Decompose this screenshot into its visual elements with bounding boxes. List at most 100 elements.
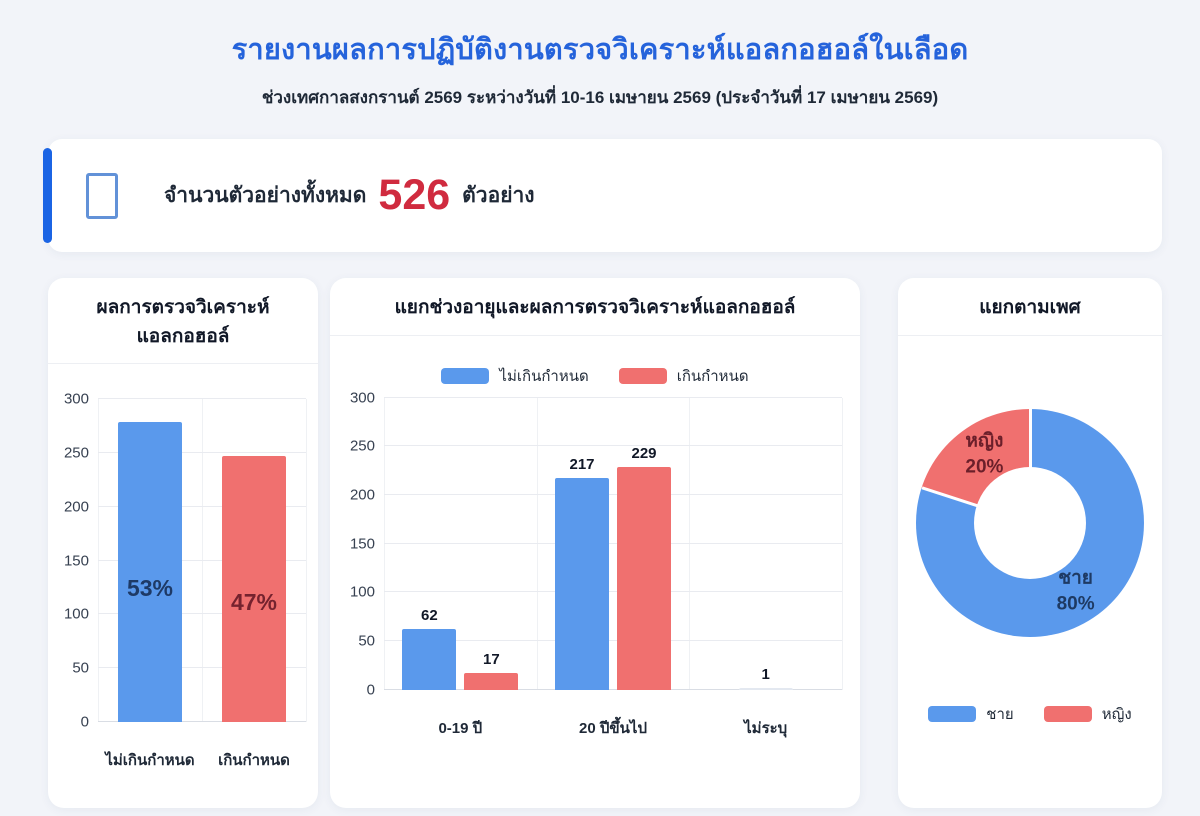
chart1-x-axis: ไม่เกินกำหนด เกินกำหนด — [98, 736, 306, 772]
under-limit-label: ไม่เกินกำหนด — [499, 367, 589, 385]
y-tick-label: 250 — [63, 444, 89, 462]
chart1-plot-area: 0 50 100 150 200 250 300 53% 47% — [64, 391, 307, 731]
donut-separator-top — [1028, 408, 1032, 523]
chart3-title: แยกตามเพศ — [898, 278, 1162, 336]
gridline — [98, 505, 306, 507]
chart2-plot-area: 0 50 100 150 200 250 300 62 17 217 229 1 — [350, 389, 843, 698]
female-swatch — [1043, 705, 1092, 722]
gridline — [384, 493, 842, 495]
bar: 217 — [555, 456, 609, 690]
y-tick-label: 200 — [349, 486, 375, 504]
bar: 17 — [464, 651, 519, 690]
gridline — [98, 613, 306, 615]
x-category-label: 20 ปีขึ้นไป — [579, 719, 647, 737]
x-category-label: ไม่ระบุ — [744, 719, 788, 737]
accent-bar — [43, 148, 52, 243]
y-tick-label: 50 — [358, 632, 375, 650]
male-name: ชาย — [1058, 567, 1093, 589]
y-tick-label: 100 — [349, 583, 375, 601]
gridline — [384, 688, 842, 690]
vertical-gridline — [98, 399, 99, 722]
bars-layer: 62 17 217 229 1 — [384, 398, 842, 690]
chart1-title: ผลการตรวจวิเคราะห์ แอลกอฮอล์ — [48, 278, 318, 364]
bar: 229 — [617, 445, 671, 690]
gridline — [384, 445, 842, 447]
chart1-title-line2: แอลกอฮอล์ — [136, 325, 230, 347]
legend-item-male: ชาย — [928, 702, 1014, 726]
age-result-bar-chart: ไม่เกินกำหนด เกินกำหนด 0 50 100 150 200 250 30… — [330, 336, 860, 799]
vertical-gridline — [202, 399, 203, 722]
y-tick-label: 300 — [349, 389, 375, 406]
male-pct: 80% — [1056, 592, 1095, 614]
bar: 47% — [222, 456, 286, 722]
vertical-gridline — [689, 397, 691, 690]
bar-group: 217 229 — [537, 398, 690, 690]
total-samples-value: 526 — [378, 171, 451, 219]
gender-chart-card: แยกตามเพศ หญิง 20% ชาย 80% — [898, 278, 1162, 808]
bar-value-label: 1 — [761, 665, 770, 683]
sample-box-icon — [86, 172, 118, 219]
male-slice-label: ชาย 80% — [1057, 565, 1095, 616]
vertical-gridline — [536, 397, 538, 690]
total-samples-unit: ตัวอย่าง — [462, 184, 535, 207]
chart3-legend: ชาย หญิง — [898, 702, 1162, 726]
gridline — [384, 591, 842, 593]
gridline — [384, 542, 842, 544]
gridline — [98, 398, 306, 399]
male-label: ชาย — [986, 705, 1014, 723]
vertical-gridline — [842, 397, 843, 690]
charts-row: ผลการตรวจวิเคราะห์ แอลกอฮอล์ 0 50 100 150 20… — [48, 278, 1162, 808]
y-tick-label: 150 — [349, 535, 375, 552]
y-tick-label: 300 — [63, 390, 89, 408]
legend-item-female: หญิง — [1043, 702, 1132, 726]
y-tick-label: 0 — [366, 681, 375, 698]
total-samples-card: จำนวนตัวอย่างทั้งหมด 526 ตัวอย่าง — [43, 139, 1162, 252]
chart2-x-axis: 0-19 ปี 20 ปีขึ้นไป ไม่ระบุ — [384, 704, 842, 740]
y-tick-label: 100 — [63, 605, 89, 623]
vertical-gridline — [384, 397, 385, 690]
bar: 1 — [738, 666, 793, 690]
donut-hole — [974, 466, 1086, 579]
female-slice-label: หญิง 20% — [965, 428, 1003, 479]
page-title: รายงานผลการปฏิบัติงานตรวจวิเคราะห์แอลกอฮ… — [231, 34, 969, 66]
female-name: หญิง — [965, 430, 1004, 452]
female-label: หญิง — [1101, 705, 1132, 723]
gridline — [98, 451, 306, 453]
total-samples-label: จำนวนตัวอย่างทั้งหมด — [164, 184, 367, 207]
x-category-label: เกินกำหนด — [218, 752, 290, 769]
bar-value-label: 229 — [631, 444, 657, 462]
gridline — [98, 667, 306, 669]
y-tick-label: 50 — [72, 659, 89, 677]
bar-percent-label: 47% — [230, 588, 278, 615]
bar: 62 — [402, 607, 457, 690]
bars-layer: 53% 47% — [98, 399, 306, 722]
bar-slot: 47% — [202, 399, 306, 722]
gridline — [384, 639, 842, 641]
age-result-chart-card: แยกช่วงอายุและผลการตรวจวิเคราะห์แอลกอฮอล… — [330, 278, 860, 808]
x-category-label: 0-19 ปี — [438, 719, 483, 737]
y-tick-label: 0 — [80, 713, 89, 731]
bar-percent-label: 53% — [126, 574, 174, 601]
chart2-title: แยกช่วงอายุและผลการตรวจวิเคราะห์แอลกอฮอล… — [330, 278, 860, 336]
male-swatch — [928, 705, 977, 722]
total-samples-text: จำนวนตัวอย่างทั้งหมด 526 ตัวอย่าง — [164, 174, 535, 217]
gridline — [98, 559, 306, 561]
over-limit-label: เกินกำหนด — [676, 367, 749, 385]
bar-value-label: 62 — [420, 607, 438, 625]
page-subtitle: ช่วงเทศกาลสงกรานต์ 2569 ระหว่างวันที่ 10… — [261, 88, 939, 107]
over-limit-swatch — [618, 367, 667, 384]
legend-item-under-limit: ไม่เกินกำหนด — [441, 364, 589, 388]
alcohol-result-chart-card: ผลการตรวจวิเคราะห์ แอลกอฮอล์ 0 50 100 150 20… — [48, 278, 318, 808]
bar: 53% — [118, 421, 182, 722]
bar-group: 1 — [689, 398, 842, 690]
y-tick-label: 200 — [63, 498, 89, 516]
chart2-legend: ไม่เกินกำหนด เกินกำหนด — [330, 364, 860, 388]
y-tick-label: 150 — [63, 552, 89, 569]
x-category-label: ไม่เกินกำหนด — [105, 752, 195, 769]
gridline — [98, 721, 306, 722]
gridline — [384, 396, 842, 398]
bar-slot: 53% — [98, 399, 202, 722]
bar-value-label: 17 — [482, 650, 500, 668]
under-limit-swatch — [441, 367, 490, 384]
